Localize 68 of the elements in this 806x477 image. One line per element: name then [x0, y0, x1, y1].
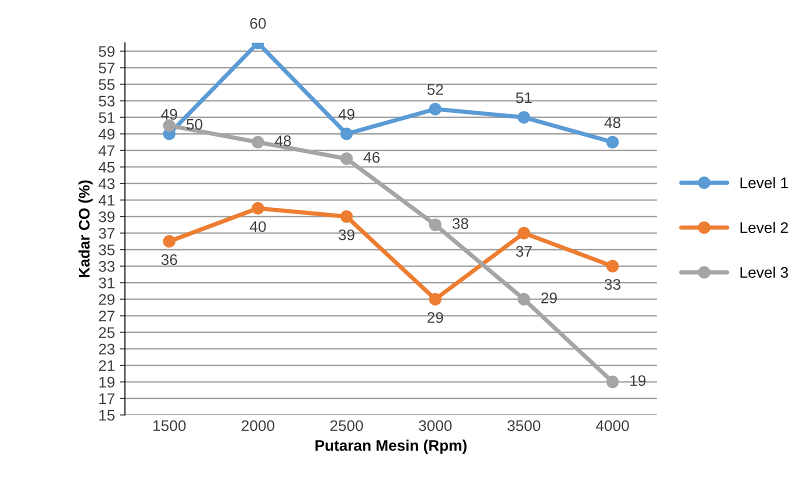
data-label: 48 — [604, 117, 620, 128]
x-tick-label: 2000 — [242, 420, 274, 432]
y-tick-label: 29 — [98, 294, 114, 305]
legend-label: Level 1 — [740, 177, 788, 188]
data-label: 51 — [516, 92, 532, 104]
point — [518, 226, 530, 240]
x-tick-label: 3500 — [507, 420, 540, 432]
point — [428, 218, 442, 232]
x-axis-title: Putaran Mesin (Rpm) — [316, 440, 467, 454]
data-label: 37 — [516, 246, 532, 257]
point — [163, 235, 176, 248]
y-tick-label: 39 — [98, 211, 114, 222]
y-tick-label: 23 — [98, 344, 115, 355]
data-label: 29 — [541, 292, 557, 304]
legend-label: Level 2 — [740, 222, 788, 234]
x-tick-label: 4000 — [596, 420, 629, 432]
y-tick-label: 15 — [99, 410, 115, 421]
point — [518, 292, 530, 306]
point — [252, 136, 264, 148]
y-tick-label: 51 — [98, 112, 114, 124]
y-tick-label: 33 — [98, 261, 115, 272]
point — [428, 292, 442, 306]
y-tick-label: 49 — [98, 128, 114, 140]
legend-label: Level 3 — [740, 266, 788, 278]
y-tick-label: 31 — [98, 278, 114, 288]
x-tick-label: 3000 — [418, 420, 452, 432]
y-tick-label: 27 — [98, 310, 114, 322]
point — [428, 102, 442, 116]
point — [163, 119, 176, 132]
point — [606, 376, 619, 388]
data-label: 40 — [250, 221, 266, 232]
data-label: 39 — [338, 229, 354, 240]
data-label: 33 — [604, 279, 620, 290]
y-tick-label: 47 — [98, 145, 114, 156]
data-label: 52 — [427, 84, 443, 95]
data-label: 36 — [161, 254, 178, 266]
point — [340, 210, 353, 223]
y-tick-label: 57 — [98, 62, 114, 74]
data-label: 50 — [186, 118, 202, 130]
data-label: 19 — [630, 375, 646, 386]
data-label: 46 — [364, 152, 380, 163]
data-label: 29 — [428, 312, 444, 323]
y-tick-label: 59 — [98, 46, 114, 57]
data-label: 60 — [250, 18, 266, 29]
y-tick-label: 55 — [98, 79, 115, 90]
y-tick-label: 35 — [98, 244, 115, 256]
point — [252, 202, 264, 215]
point — [606, 260, 619, 272]
x-tick-label: 1500 — [153, 420, 186, 432]
y-tick-label: 19 — [99, 376, 114, 388]
x-tick-label: 2500 — [330, 420, 363, 432]
y-tick-label: 45 — [98, 162, 115, 173]
y-tick-label: 17 — [99, 393, 114, 404]
point — [606, 136, 619, 148]
point — [340, 128, 353, 140]
y-tick-label: 43 — [98, 178, 115, 190]
y-tick-label: 41 — [98, 195, 114, 206]
y-axis-title: Kadar CO (%) — [78, 180, 93, 278]
y-tick-label: 53 — [98, 96, 115, 106]
data-label: 38 — [452, 218, 468, 229]
data-label: 48 — [274, 135, 291, 146]
data-label: 49 — [338, 108, 354, 120]
point — [518, 111, 530, 124]
y-tick-label: 37 — [98, 228, 114, 239]
y-tick-label: 25 — [98, 327, 115, 338]
y-tick-label: 21 — [98, 360, 114, 371]
data-label: 49 — [161, 108, 178, 120]
point — [340, 152, 353, 165]
